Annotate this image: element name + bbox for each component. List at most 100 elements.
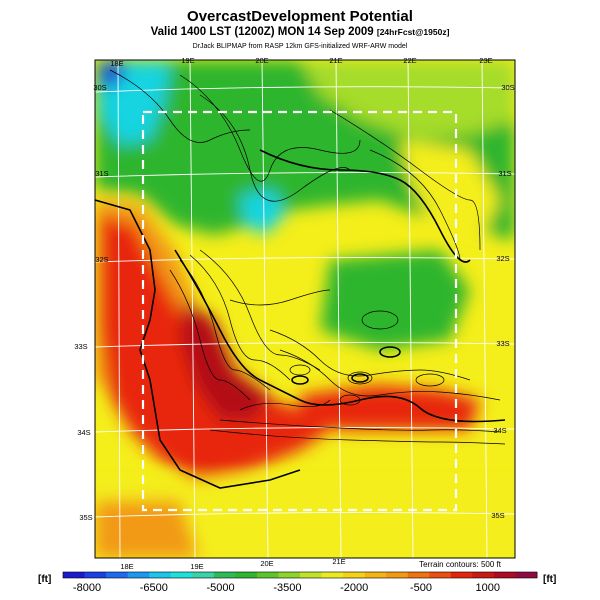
terrain-contour <box>169 269 251 401</box>
terrain-contour <box>189 254 291 381</box>
grid-line <box>261 60 269 558</box>
legend-swatch <box>106 572 129 578</box>
lat-label: 30S <box>93 83 106 92</box>
terrain-contour <box>369 149 461 261</box>
terrain-contour-bold <box>259 149 471 263</box>
color-legend-bar <box>62 571 538 579</box>
terrain-contour <box>329 109 481 251</box>
terrain-contour <box>219 419 501 433</box>
terrain-contour <box>179 259 271 391</box>
lon-label-bottom: 21E <box>332 557 345 566</box>
legend-swatch <box>364 572 387 578</box>
grid-line <box>481 60 488 558</box>
terrain-contour-bold <box>351 373 369 383</box>
terrain-contour-note: Terrain contours: 500 ft <box>419 560 502 569</box>
lat-label: 30S <box>501 83 514 92</box>
legend-swatch <box>170 572 193 578</box>
valid-time-text: Valid 1400 LST (1200Z) MON 14 Sep 2009 <box>150 26 374 38</box>
grid-line <box>95 172 515 178</box>
terrain-contour-bold <box>291 375 309 385</box>
terrain-contour-bold <box>174 249 506 423</box>
grid-line <box>335 60 342 558</box>
legend-swatch <box>63 572 85 578</box>
lat-label: 31S <box>498 169 511 178</box>
legend-swatch <box>321 572 344 578</box>
valid-time-subtitle: Valid 1400 LST (1200Z) MON 14 Sep 2009 [… <box>0 26 600 38</box>
lat-label: 31S <box>95 169 108 178</box>
lon-label: 19E <box>181 56 194 65</box>
terrain-contour <box>279 349 501 401</box>
grid-line <box>117 60 121 558</box>
terrain-contour <box>199 94 351 202</box>
lat-label: 35S <box>79 513 92 522</box>
lon-label-bottom: 20E <box>260 559 273 568</box>
grid-line <box>189 60 196 558</box>
lon-label: 21E <box>329 56 342 65</box>
terrain-contour <box>179 74 361 182</box>
field-red-west <box>100 215 330 480</box>
field-lime-northeast <box>300 60 515 140</box>
legend-unit-left: [ft] <box>38 574 52 585</box>
grid-line <box>95 342 515 348</box>
lat-label: 32S <box>95 255 108 264</box>
grid-line <box>95 427 515 433</box>
legend-swatch <box>256 572 279 578</box>
lat-label: 32S <box>496 254 509 263</box>
map-frame <box>94 59 516 559</box>
lat-label: 34S <box>493 426 506 435</box>
coastline <box>95 199 301 489</box>
field-yellow-east <box>400 140 500 240</box>
color-field <box>95 60 515 558</box>
legend-tick-label: -6500 <box>140 582 168 594</box>
legend-swatch <box>149 572 172 578</box>
legend-swatch <box>278 572 301 578</box>
field-red-south <box>300 385 480 430</box>
model-credit: DrJack BLIPMAP from RASP 12km GFS-initia… <box>192 43 408 50</box>
lat-label: 35S <box>491 511 504 520</box>
legend-swatch <box>472 572 495 578</box>
grid-line <box>95 86 515 93</box>
field-green-east <box>320 250 470 350</box>
legend-swatch <box>493 572 516 578</box>
terrain-contour <box>199 249 321 371</box>
legend-swatch <box>127 572 150 578</box>
color-legend-labels: -8000 -6500 -5000 -3500 -2000 -500 1000 <box>73 582 500 594</box>
field-blue-corner <box>100 62 125 90</box>
legend-unit-right: [ft] <box>543 574 557 585</box>
major-terrain-contours <box>95 149 506 489</box>
legend-tick-label: -500 <box>410 582 432 594</box>
terrain-contour <box>109 69 251 143</box>
legend-swatch <box>300 572 322 578</box>
terrain-contour <box>361 310 399 330</box>
legend-swatch <box>386 572 409 578</box>
lat-label: 33S <box>496 339 509 348</box>
legend-swatch <box>84 572 107 578</box>
legend-tick-label: -2000 <box>340 582 368 594</box>
lon-label: 23E <box>479 56 492 65</box>
legend-tick-label: 1000 <box>476 582 500 594</box>
legend-tick-label: -3500 <box>273 582 301 594</box>
legend-swatch <box>235 572 258 578</box>
legend-swatch <box>450 572 473 578</box>
legend-swatch <box>192 572 215 578</box>
grid-line <box>95 512 515 518</box>
lon-label: 20E <box>255 56 268 65</box>
legend-frame <box>62 571 538 579</box>
legend-tick-label: -8000 <box>73 582 101 594</box>
legend-swatch <box>407 572 430 578</box>
legend-swatch <box>213 572 236 578</box>
lat-label: 33S <box>74 342 87 351</box>
terrain-contour <box>229 289 331 306</box>
terrain-contour <box>415 373 445 387</box>
lat-lon-grid <box>95 60 515 558</box>
terrain-contour <box>289 364 311 376</box>
legend-swatch <box>343 572 366 578</box>
terrain-contour-bold <box>379 346 401 358</box>
lon-label: 22E <box>403 56 416 65</box>
map-title: OvercastDevelopment Potential <box>187 8 413 25</box>
legend-tick-label: -5000 <box>207 582 235 594</box>
forecast-tag: [24hrFcst@1950z] <box>376 27 450 37</box>
terrain-contour <box>347 371 373 385</box>
legend-swatch <box>429 572 452 578</box>
